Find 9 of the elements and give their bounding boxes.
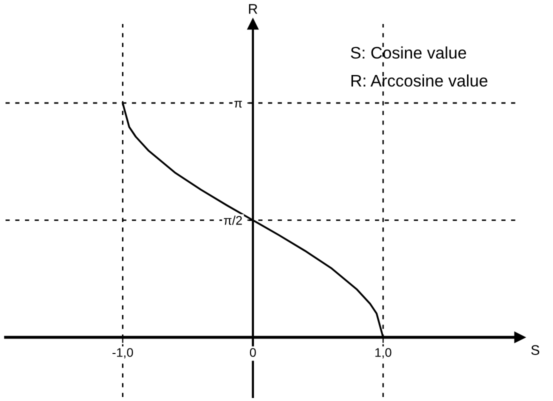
annotation: R: Arccosine value: [351, 74, 488, 87]
y-tick-label: π: [234, 100, 242, 108]
y-tick-label: π/2: [224, 216, 242, 225]
x-tick-label: -1,0: [112, 348, 133, 358]
annotation: S: Cosine value: [350, 46, 466, 59]
x-tick-label: 1,0: [375, 348, 392, 358]
y-axis-title: R: [249, 4, 258, 14]
x-axis-title: S: [531, 345, 540, 355]
x-tick-label: 0: [250, 348, 256, 357]
